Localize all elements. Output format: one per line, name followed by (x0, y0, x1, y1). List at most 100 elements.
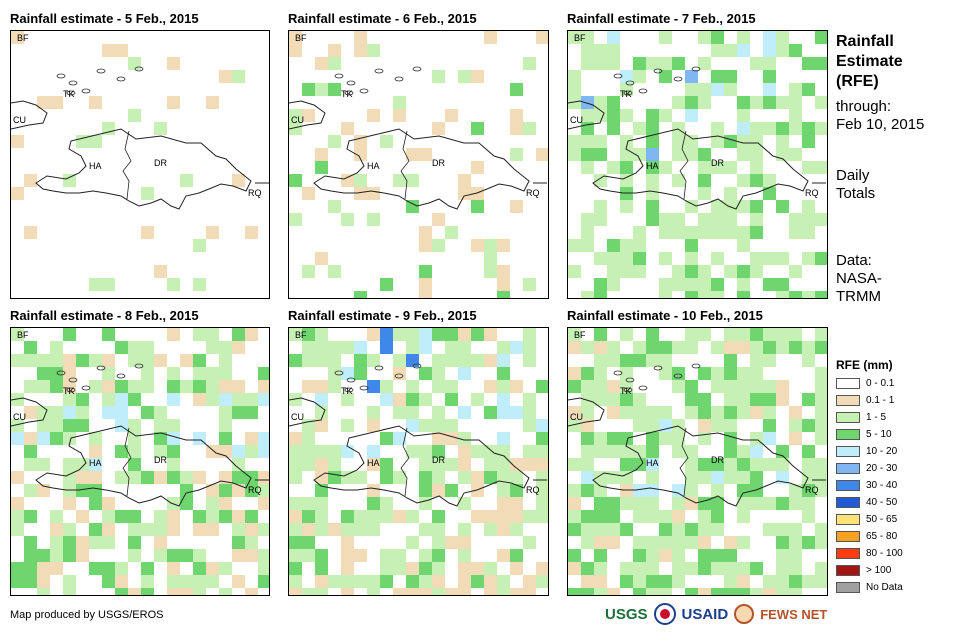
rainfall-cell (802, 419, 815, 432)
rainfall-cell (815, 484, 827, 497)
rainfall-cell (776, 252, 789, 265)
rainfall-cell (659, 31, 672, 44)
rainfall-cell (232, 393, 245, 406)
rainfall-cell (141, 562, 154, 575)
rainfall-cell (685, 458, 698, 471)
rainfall-cell (633, 239, 646, 252)
rainfall-cell (594, 393, 607, 406)
rainfall-cell (167, 445, 180, 458)
rainfall-cell (685, 328, 698, 341)
rainfall-cell (802, 458, 815, 471)
rainfall-cell (24, 354, 37, 367)
rainfall-cell (102, 406, 115, 419)
rainfall-cell (815, 432, 827, 445)
rainfall-cell (258, 549, 269, 562)
rainfall-cell (432, 380, 445, 393)
rainfall-cell (289, 432, 302, 445)
rainfall-cell (815, 96, 827, 109)
rainfall-cell (63, 575, 76, 588)
small-island (374, 365, 384, 371)
rainfall-cell (419, 393, 432, 406)
rainfall-cell (763, 328, 776, 341)
rainfall-cell (354, 341, 367, 354)
legend-item: 1 - 5 (836, 411, 886, 424)
rainfall-cell (289, 213, 302, 226)
rainfall-cell (685, 562, 698, 575)
rainfall-cell (458, 341, 471, 354)
rainfall-cell (536, 31, 548, 44)
rainfall-cell (471, 70, 484, 83)
rainfall-cell (594, 510, 607, 523)
rainfall-cell (620, 393, 633, 406)
rainfall-cell (698, 588, 711, 595)
rainfall-cell (76, 510, 89, 523)
rainfall-cell (406, 562, 419, 575)
rainfall-cell (432, 213, 445, 226)
rainfall-cell (646, 445, 659, 458)
rainfall-cell (789, 265, 802, 278)
rainfall-cell (633, 57, 646, 70)
rainfall-cell (620, 497, 633, 510)
rainfall-cell (393, 549, 406, 562)
rainfall-cell (763, 187, 776, 200)
legend-item: 0 - 0.1 (836, 377, 894, 390)
rainfall-cell (471, 187, 484, 200)
rainfall-cell (406, 393, 419, 406)
hispaniola-coast (35, 425, 252, 507)
rainfall-cell (206, 393, 219, 406)
rainfall-cell (802, 575, 815, 588)
rainfall-cell (193, 393, 206, 406)
rainfall-cell (711, 226, 724, 239)
rainfall-cell (328, 367, 341, 380)
rainfall-cell (445, 393, 458, 406)
haiti-dr-border (679, 427, 689, 497)
rainfall-cell (815, 562, 827, 575)
rainfall-cell (724, 549, 737, 562)
rainfall-cell (711, 484, 724, 497)
rainfall-cell (89, 536, 102, 549)
rainfall-cell (63, 549, 76, 562)
rainfall-cell (581, 161, 594, 174)
rainfall-cell (763, 393, 776, 406)
map-label-rq: RQ (248, 188, 262, 198)
small-island (394, 76, 404, 82)
rainfall-cell (484, 252, 497, 265)
rainfall-cell (724, 536, 737, 549)
rainfall-cell (76, 471, 89, 484)
rainfall-cell (672, 122, 685, 135)
rainfall-cell (497, 278, 510, 291)
small-island (68, 80, 78, 86)
rainfall-cell (245, 484, 258, 497)
rainfall-cell (458, 432, 471, 445)
rainfall-cell (76, 419, 89, 432)
rainfall-cell (724, 367, 737, 380)
rainfall-cell (776, 562, 789, 575)
map-label-rq: RQ (248, 485, 262, 495)
small-island (96, 68, 106, 74)
rainfall-cell (737, 497, 750, 510)
rainfall-cell (750, 122, 763, 135)
rainfall-cell (367, 523, 380, 536)
rainfall-cell (724, 354, 737, 367)
rainfall-cell (76, 354, 89, 367)
rainfall-cell (581, 44, 594, 57)
rainfall-cell (232, 484, 245, 497)
rainfall-cell (581, 510, 594, 523)
rainfall-cell (672, 549, 685, 562)
rainfall-cell (102, 562, 115, 575)
rainfall-cell (432, 239, 445, 252)
rainfall-cell (471, 354, 484, 367)
rainfall-cell (219, 341, 232, 354)
rainfall-cell (815, 393, 827, 406)
haiti-dr-border (400, 427, 410, 497)
rainfall-cell (471, 562, 484, 575)
rainfall-cell (315, 497, 328, 510)
rainfall-cell (698, 278, 711, 291)
rainfall-cell (24, 445, 37, 458)
rainfall-cell (458, 575, 471, 588)
rainfall-cell (315, 445, 328, 458)
rainfall-cell (698, 328, 711, 341)
rainfall-cell (115, 471, 128, 484)
rainfall-cell (50, 432, 63, 445)
small-island (691, 66, 701, 72)
